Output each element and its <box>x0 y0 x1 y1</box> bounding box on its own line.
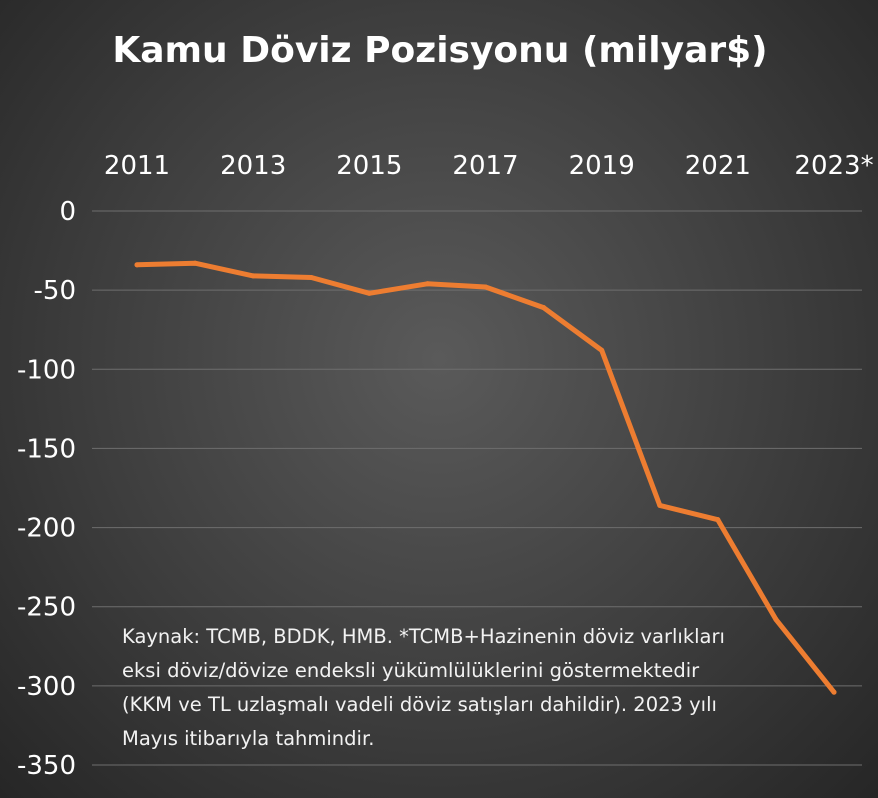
chart-title: Kamu Döviz Pozisyonu (milyar$) <box>112 30 767 71</box>
y-tick-label: 0 <box>59 197 76 227</box>
x-tick-label: 2013 <box>220 151 286 181</box>
data-point <box>657 502 663 508</box>
y-tick-label: -50 <box>34 276 76 306</box>
data-point <box>599 347 605 353</box>
data-point <box>424 281 430 287</box>
x-tick-label: 2019 <box>569 151 635 181</box>
data-point <box>715 517 721 523</box>
y-tick-label: -300 <box>17 672 76 702</box>
data-point <box>192 260 198 266</box>
data-point <box>483 284 488 290</box>
x-tick-label: 2017 <box>452 151 518 181</box>
y-axis-tick-labels: 0 -50 -100 -150 -200 -250 -300 -350 <box>17 197 76 781</box>
x-axis-tick-labels: 2011 2013 2015 2017 2019 2021 2023* <box>104 151 874 181</box>
data-point <box>250 273 256 279</box>
y-tick-label: -250 <box>17 593 76 623</box>
data-point <box>541 305 547 311</box>
x-tick-label: 2011 <box>104 151 170 181</box>
gridlines <box>92 210 862 766</box>
source-note: Kaynak: TCMB, BDDK, HMB. *TCMB+Hazinenin… <box>122 625 725 750</box>
y-tick-label: -200 <box>17 514 76 544</box>
y-tick-label: -100 <box>17 355 76 385</box>
x-tick-label: 2021 <box>685 151 751 181</box>
data-point <box>134 262 140 268</box>
x-tick-label: 2023* <box>794 151 873 181</box>
data-point <box>831 689 837 695</box>
data-point <box>366 290 372 296</box>
data-points <box>134 260 837 695</box>
y-tick-label: -350 <box>17 751 76 781</box>
y-tick-label: -150 <box>17 434 76 464</box>
data-point <box>308 274 314 280</box>
x-tick-label: 2015 <box>336 151 402 181</box>
data-point <box>773 616 779 622</box>
